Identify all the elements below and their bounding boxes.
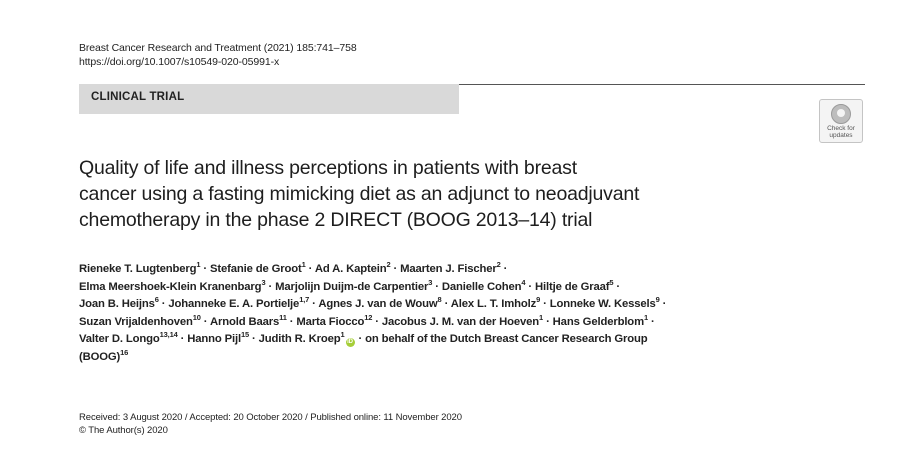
category-label: CLINICAL TRIAL <box>91 91 185 103</box>
author-affiliation: 6 <box>154 295 159 304</box>
author-affiliation: 16 <box>120 347 129 357</box>
author-affiliation: 4 <box>521 277 526 287</box>
author-name[interactable]: Agnes J. van de Wouw <box>318 298 438 310</box>
crossmark-icon <box>831 104 851 124</box>
category-banner: CLINICAL TRIAL <box>79 84 459 114</box>
author-name[interactable]: Stefanie de Groot <box>210 263 302 275</box>
group-author: on behalf of the Dutch Breast Cancer Res… <box>365 333 648 345</box>
author-affiliation: 1,7 <box>299 295 310 304</box>
header-rule <box>459 84 865 85</box>
author-affiliation: 5 <box>609 277 614 287</box>
author-name[interactable]: Maarten J. Fischer <box>400 263 497 275</box>
doi-link[interactable]: https://doi.org/10.1007/s10549-020-05991… <box>79 56 280 68</box>
author-name[interactable]: Valter D. Longo <box>79 333 160 345</box>
article-title: Quality of life and illness perceptions … <box>79 155 779 233</box>
author-name[interactable]: Judith R. Kroep <box>258 333 341 345</box>
author-affiliation: 13,14 <box>159 330 178 339</box>
author-name[interactable]: Jacobus J. M. van der Hoeven <box>381 315 540 328</box>
author-affiliation: 2 <box>496 260 501 269</box>
author-affiliation: 1 <box>643 312 648 322</box>
author-affiliation: 9 <box>655 295 660 304</box>
author-affiliation: 2 <box>386 260 391 269</box>
author-list: Rieneke T. Lugtenberg1 · Stefanie de Gro… <box>79 260 667 363</box>
author-name[interactable]: Alex L. T. Imholz <box>450 298 537 310</box>
check-for-updates-button[interactable]: Check for updates <box>819 99 863 143</box>
author-affiliation: 1 <box>340 330 345 339</box>
author-name[interactable]: Hiltje de Graaf <box>535 280 610 293</box>
author-affiliation: 3 <box>261 277 266 287</box>
dates-line: Received: 3 August 2020 / Accepted: 20 O… <box>79 412 462 423</box>
title-line-3: chemotherapy in the phase 2 DIRECT (BOOG… <box>79 209 593 231</box>
crossmark-label-2: updates <box>829 132 853 139</box>
author-name[interactable]: Danielle Cohen <box>441 280 522 293</box>
group-abbreviation: (BOOG) <box>79 350 121 363</box>
journal-header: Breast Cancer Research and Treatment (20… <box>79 41 357 69</box>
author-affiliation: 1 <box>301 260 306 269</box>
author-affiliation: 1 <box>196 260 201 269</box>
author-name[interactable]: Elma Meershoek-Klein Kranenbarg <box>79 280 262 293</box>
author-affiliation: 12 <box>364 312 373 322</box>
author-affiliation: 11 <box>279 312 287 322</box>
publication-dates: Received: 3 August 2020 / Accepted: 20 O… <box>79 412 462 437</box>
author-name[interactable]: Marta Fiocco <box>296 315 365 328</box>
author-name[interactable]: Hanno Pijl <box>187 333 241 345</box>
title-line-1: Quality of life and illness perceptions … <box>79 157 577 179</box>
author-affiliation: 1 <box>539 312 544 322</box>
author-name[interactable]: Arnold Baars <box>209 315 280 328</box>
title-line-2: cancer using a fasting mimicking diet as… <box>79 183 640 205</box>
author-affiliation: 9 <box>536 295 541 304</box>
author-name[interactable]: Lonneke W. Kessels <box>549 298 656 310</box>
author-affiliation: 10 <box>192 312 201 322</box>
author-name[interactable]: Rieneke T. Lugtenberg <box>79 263 197 275</box>
author-affiliation: 3 <box>428 277 433 287</box>
author-name[interactable]: Hans Gelderblom <box>552 315 644 328</box>
author-name[interactable]: Ad A. Kaptein <box>314 263 387 275</box>
author-name[interactable]: Marjolijn Duijm-de Carpentier <box>275 280 429 293</box>
author-name[interactable]: Suzan Vrijaldenhoven <box>79 315 193 328</box>
author-name[interactable]: Johanneke E. A. Portielje <box>168 298 300 310</box>
author-affiliation: 15 <box>240 330 250 339</box>
journal-citation: Breast Cancer Research and Treatment (20… <box>79 42 357 54</box>
copyright-line: © The Author(s) 2020 <box>79 424 168 436</box>
author-name[interactable]: Joan B. Heijns <box>79 298 155 310</box>
orcid-icon[interactable]: iD <box>345 338 355 347</box>
author-affiliation: 8 <box>437 295 442 304</box>
crossmark-label-1: Check for <box>827 125 855 132</box>
